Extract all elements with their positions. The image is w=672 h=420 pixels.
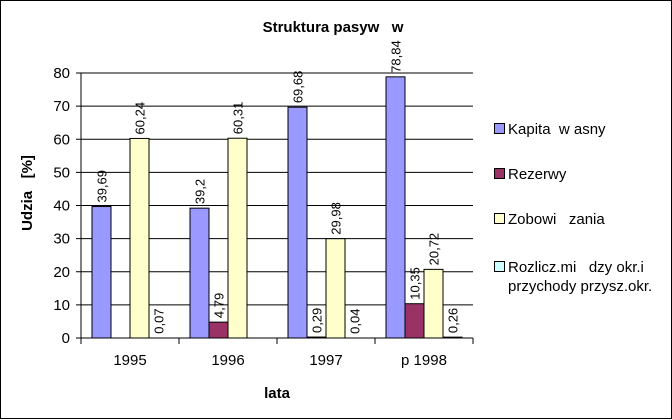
bar	[423, 268, 444, 339]
y-axis-title: Udzia [%]	[19, 155, 36, 231]
data-label: 60,31	[231, 102, 246, 135]
legend-label-kapital: Kapita w asny	[508, 121, 606, 138]
legend-label-rozliczenia: Rozlicz.mi dzy okr.i przychody przysz.ok…	[508, 259, 653, 295]
chart-title: Struktura pasyw w	[263, 19, 404, 36]
legend-swatch-rozliczenia	[494, 261, 505, 272]
x-tick-label: 1995	[113, 352, 146, 369]
axes: 0 10 20 30 40 50 60 70 80 1995 1996 1997 p 1998	[53, 65, 474, 369]
data-labels: 39,69 39,2 69,68 78,84 4,79 0,29 10,35 60,24 60,…	[95, 40, 461, 334]
bar	[287, 106, 308, 339]
data-label: 4,79	[212, 293, 227, 318]
bar	[325, 238, 346, 339]
data-label: 60,24	[133, 102, 148, 135]
data-label: 0,04	[348, 309, 363, 334]
y-tick-label: 0	[62, 330, 70, 347]
bar	[189, 207, 210, 339]
bar-series	[91, 76, 463, 339]
x-tick-label: p 1998	[401, 352, 447, 369]
x-tick-label: 1997	[309, 352, 342, 369]
y-tick-label: 80	[53, 65, 70, 82]
x-tick-label: 1996	[211, 352, 244, 369]
legend-swatch-kapital	[494, 123, 505, 134]
legend-label-rezerwy: Rezerwy	[508, 166, 567, 183]
data-label: 69,68	[291, 71, 306, 104]
y-tick-label: 30	[53, 231, 70, 248]
data-label: 39,69	[95, 170, 110, 203]
bar	[129, 137, 150, 339]
legend-label-zobowiazania: Zobowi zania	[508, 211, 605, 228]
bar	[91, 206, 112, 339]
y-tick-label: 50	[53, 164, 70, 181]
data-label: 29,98	[329, 202, 344, 235]
y-tick-label: 70	[53, 98, 70, 115]
data-label: 39,2	[193, 179, 208, 204]
data-label: 10,35	[408, 267, 423, 300]
legend-swatch-zobowiazania	[494, 213, 505, 224]
bar	[404, 303, 425, 339]
legend-swatch-rezerwy	[494, 168, 505, 179]
y-tick-label: 40	[53, 198, 70, 215]
y-tick-label: 20	[53, 264, 70, 281]
y-tick-label: 60	[53, 131, 70, 148]
x-axis-title: lata	[264, 385, 291, 402]
data-label: 78,84	[389, 40, 404, 73]
data-label: 0,29	[310, 308, 325, 333]
y-tick-label: 10	[53, 297, 70, 314]
bar	[227, 137, 248, 339]
data-label: 0,26	[446, 308, 461, 333]
data-label: 20,72	[427, 233, 442, 266]
bar	[385, 76, 406, 339]
bar	[208, 321, 229, 339]
data-label: 0,07	[152, 308, 167, 333]
